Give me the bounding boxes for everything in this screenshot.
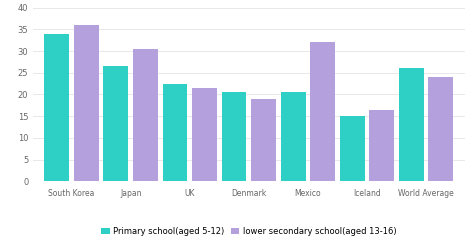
Bar <box>103 66 128 181</box>
Bar <box>310 42 335 181</box>
Bar <box>192 88 217 181</box>
Bar <box>428 77 453 181</box>
Bar <box>251 99 276 181</box>
Legend: Primary school(aged 5-12), lower secondary school(aged 13-16): Primary school(aged 5-12), lower seconda… <box>98 224 400 240</box>
Bar <box>133 49 158 181</box>
Bar <box>45 34 69 181</box>
Bar <box>399 69 424 181</box>
Bar <box>281 92 306 181</box>
Bar <box>222 92 246 181</box>
Bar <box>163 84 187 181</box>
Bar <box>369 110 394 181</box>
Bar <box>340 116 365 181</box>
Bar <box>74 25 99 181</box>
